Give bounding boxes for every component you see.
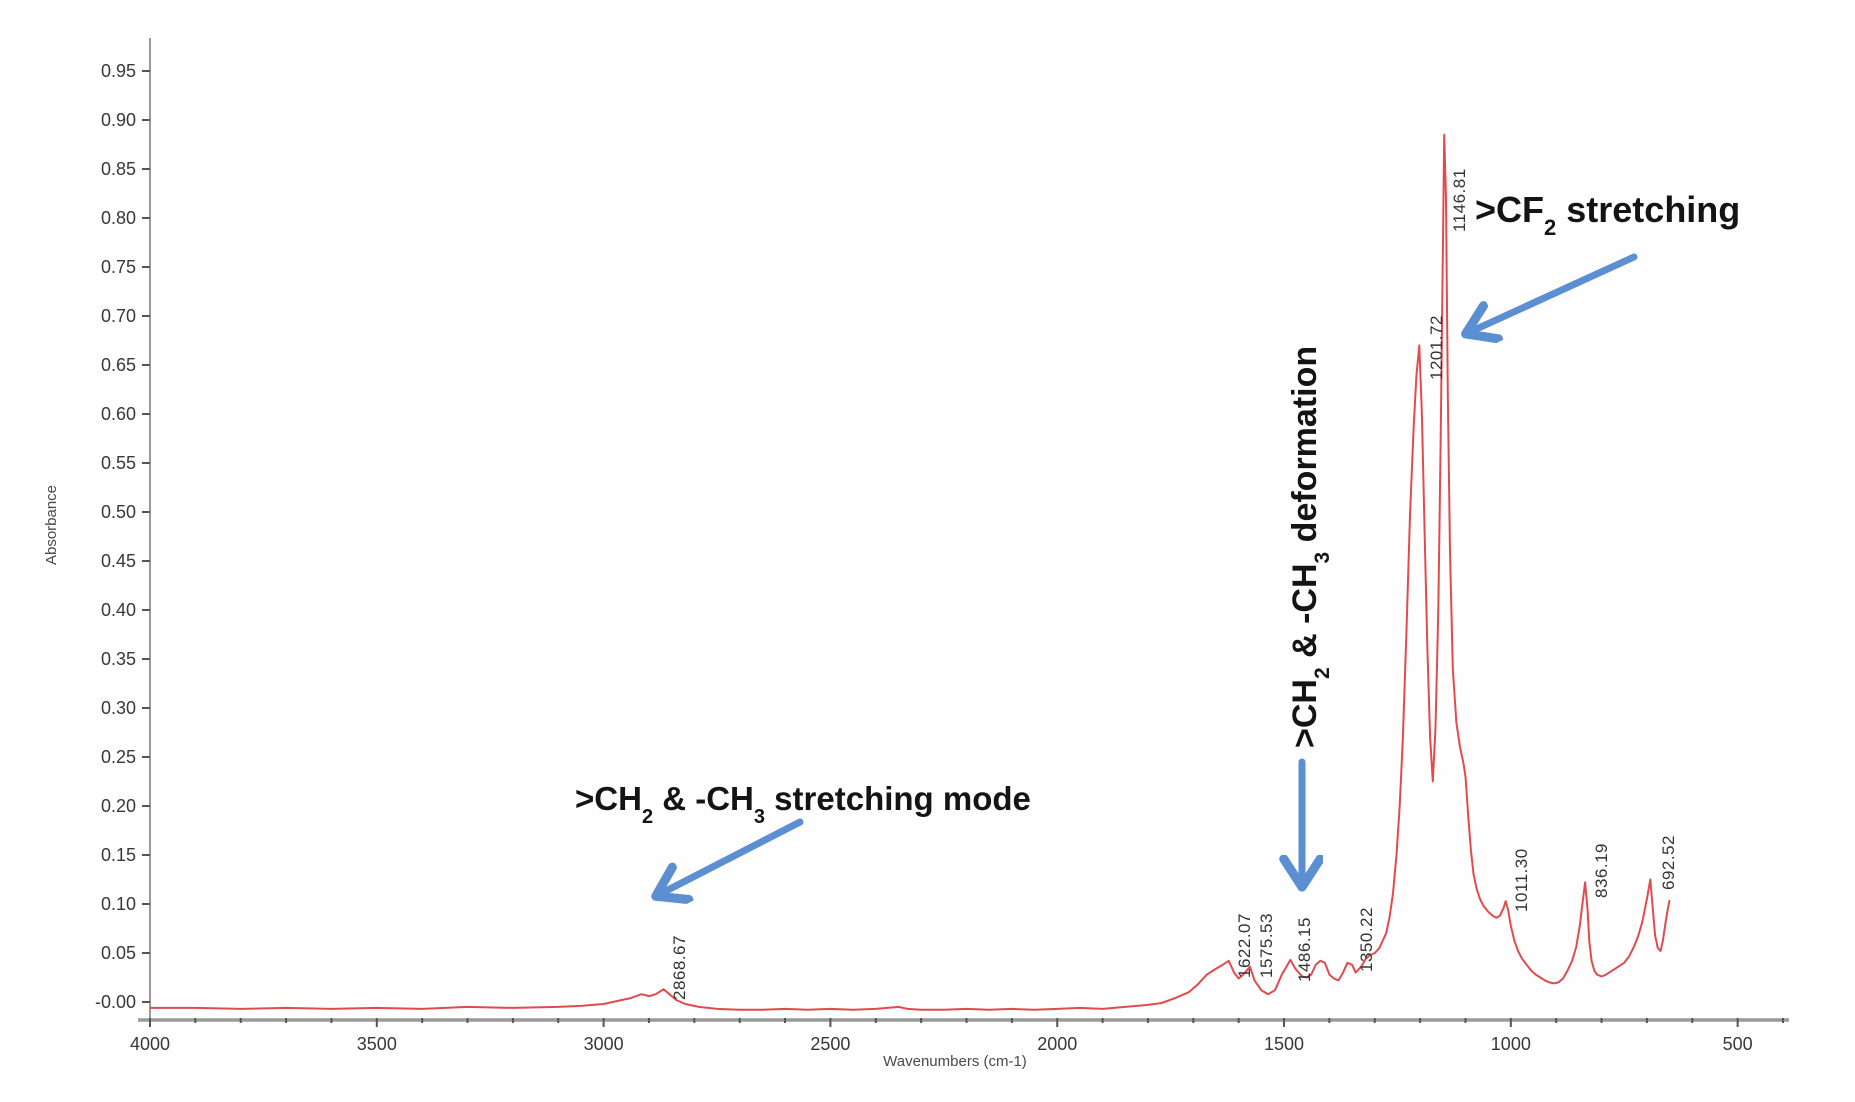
y-tick-label: 0.95 — [101, 61, 136, 81]
peak-label: 1350.22 — [1357, 907, 1376, 972]
x-tick-label: 4000 — [130, 1034, 170, 1054]
y-tick-label: 0.20 — [101, 796, 136, 816]
band-annotations: >CH2 & -CH3 stretching mode >CH2 & -CH3 d… — [575, 189, 1740, 893]
peak-label: 1201.72 — [1427, 315, 1446, 380]
peak-wavenumber-labels: 2868.67 1622.07 1575.53 1486.15 1350.22 1201.… — [670, 168, 1678, 1000]
x-tick-label: 2000 — [1037, 1034, 1077, 1054]
y-tick-label: 0.75 — [101, 257, 136, 277]
axes — [138, 38, 1789, 1022]
y-axis-ticks: 0.95 0.90 0.85 0.80 0.75 0.70 0.65 0.60 0.55 0.50… — [95, 61, 150, 1012]
peak-label: 692.52 — [1659, 835, 1678, 890]
y-tick-label: -0.00 — [95, 992, 136, 1012]
y-axis-title: Absorbance — [43, 485, 60, 565]
y-tick-label: 0.65 — [101, 355, 136, 375]
annotation-arrow — [1472, 253, 1638, 331]
peak-label: 2868.67 — [670, 935, 689, 1000]
y-tick-label: 0.90 — [101, 110, 136, 130]
y-tick-label: 0.70 — [101, 306, 136, 326]
x-tick-label: 1500 — [1264, 1034, 1304, 1054]
peak-label: 1622.07 — [1235, 913, 1254, 978]
x-tick-label: 3000 — [584, 1034, 624, 1054]
y-tick-label: 0.25 — [101, 747, 136, 767]
annotation-cf2-stretching: >CF2 stretching — [1475, 189, 1740, 240]
x-axis-ticks: 4000 3500 3000 2500 2000 1500 1000 500 — [130, 1018, 1784, 1054]
peak-label: 1486.15 — [1295, 917, 1314, 982]
peak-label: 1011.30 — [1512, 848, 1531, 912]
annotation-ch2-ch3-deformation: >CH2 & -CH3 deformation — [1286, 346, 1334, 748]
x-tick-label: 1000 — [1491, 1034, 1531, 1054]
y-tick-label: 0.35 — [101, 649, 136, 669]
spectrum-curve — [150, 133, 1671, 1011]
y-tick-label: 0.50 — [101, 502, 136, 522]
y-tick-label: 0.30 — [101, 698, 136, 718]
annotation-ch2-ch3-stretching-mode: >CH2 & -CH3 stretching mode — [575, 780, 1031, 828]
y-tick-label: 0.60 — [101, 404, 136, 424]
y-tick-label: 0.15 — [101, 845, 136, 865]
peak-label: 1146.81 — [1450, 168, 1469, 232]
peak-label: 1575.53 — [1257, 913, 1276, 978]
spectrum-line — [150, 133, 1671, 1011]
y-tick-label: 0.85 — [101, 159, 136, 179]
peak-label: 836.19 — [1592, 843, 1611, 898]
y-tick-label: 0.55 — [101, 453, 136, 473]
y-tick-label: 0.45 — [101, 551, 136, 571]
y-tick-label: 0.05 — [101, 943, 136, 963]
x-axis-title: Wavenumbers (cm-1) — [883, 1053, 1027, 1070]
annotation-arrow — [662, 818, 804, 893]
x-tick-label: 500 — [1723, 1034, 1753, 1054]
x-tick-label: 3500 — [357, 1034, 397, 1054]
y-tick-label: 0.80 — [101, 208, 136, 228]
x-tick-label: 2500 — [810, 1034, 850, 1054]
y-tick-label: 0.40 — [101, 600, 136, 620]
y-tick-label: 0.10 — [101, 894, 136, 914]
